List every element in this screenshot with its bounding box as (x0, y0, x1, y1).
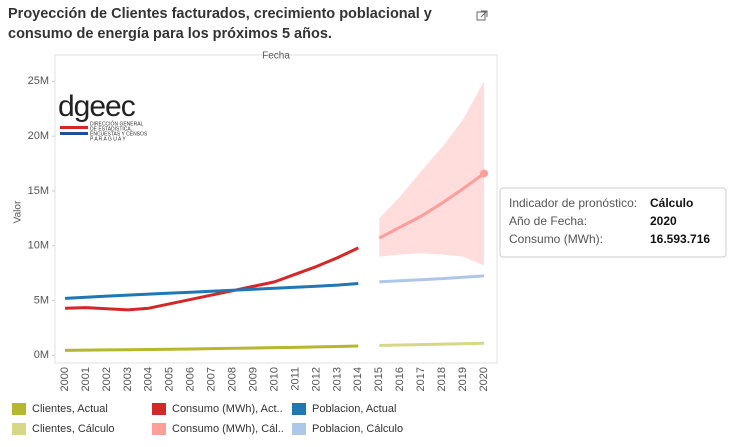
legend-swatch (292, 403, 306, 415)
highlight-point (480, 169, 488, 178)
x-tick-label: 2009 (247, 367, 259, 391)
forecast-band (379, 81, 484, 266)
x-tick-label: 2019 (457, 367, 469, 391)
series-line (64, 282, 359, 300)
x-tick-label: 2018 (436, 367, 448, 391)
legend-swatch (12, 423, 26, 435)
logo-line: P A R A G U A Y (90, 136, 126, 142)
legend-label: Poblacion, Cálculo (312, 423, 403, 435)
series-line (379, 341, 485, 347)
x-tick-label: 2015 (373, 367, 385, 391)
tooltip-label: Año de Fecha: (509, 214, 587, 228)
series-line (64, 344, 359, 352)
tooltip-label: Consumo (MWh): (509, 232, 603, 246)
legend-label: Consumo (MWh), Cál.. (172, 423, 284, 435)
legend-label: Clientes, Actual (32, 403, 108, 415)
logo-stripe (60, 126, 88, 129)
x-tick-label: 2020 (478, 367, 490, 391)
series-line (378, 172, 485, 240)
x-tick-label: 2014 (352, 367, 364, 391)
legend-label: Consumo (MWh), Act.. (172, 403, 283, 415)
tooltip-value: 16.593.716 (650, 232, 710, 246)
legend-label: Clientes, Cálculo (32, 423, 115, 435)
tooltip-label: Indicador de pronóstico: (509, 196, 637, 210)
x-tick-label: 2016 (394, 367, 406, 391)
y-tick-label: 15M (28, 185, 49, 197)
x-axis-label: Fecha (262, 51, 290, 62)
y-tick-label: 5M (34, 294, 49, 306)
legend-swatch (152, 423, 166, 435)
logo-line: ENCUESTAS Y CENSOS (90, 131, 148, 137)
legend-swatch (152, 403, 166, 415)
x-tick-label: 2010 (268, 367, 280, 391)
x-tick-label: 2000 (59, 367, 71, 391)
legend-label: Poblacion, Actual (312, 403, 396, 415)
x-tick-label: 2013 (331, 367, 343, 391)
logo-line: DE ESTADÍSTICA, (90, 125, 132, 132)
y-axis-label: Valor (13, 200, 24, 223)
x-tick-label: 2017 (415, 367, 427, 391)
series-line (64, 246, 359, 312)
chart-title: Proyección de Clientes facturados, creci… (8, 6, 432, 42)
series-line (379, 274, 485, 284)
legend-swatch (12, 403, 26, 415)
x-tick-label: 2005 (164, 367, 176, 391)
y-tick-label: 0M (34, 349, 49, 361)
tooltip-value: Cálculo (650, 196, 693, 210)
x-tick-label: 2007 (206, 367, 218, 391)
plot-area (54, 54, 498, 364)
x-tick-label: 2006 (185, 367, 197, 391)
x-tick-label: 2002 (101, 367, 113, 391)
tooltip-box (499, 187, 727, 258)
y-tick-label: 25M (28, 75, 49, 87)
tooltip-value: 2020 (650, 214, 677, 228)
x-tick-label: 2011 (289, 367, 301, 391)
x-tick-label: 2012 (310, 367, 322, 391)
legend-swatch (292, 423, 306, 435)
tooltip: Indicador de pronóstico: Cálculo Año de Fe… (499, 187, 727, 258)
open-icon[interactable] (476, 10, 488, 21)
x-tick-label: 2003 (122, 367, 134, 391)
logo-line: DIRECCIÓN GENERAL (90, 120, 144, 127)
y-tick-label: 20M (28, 130, 49, 142)
y-tick-label: 10M (28, 240, 49, 252)
x-tick-label: 2004 (143, 367, 155, 391)
x-tick-label: 2001 (80, 367, 92, 391)
x-tick-label: 2008 (227, 367, 239, 391)
logo-stripe (60, 132, 88, 135)
logo-name: dgeec (58, 90, 136, 123)
